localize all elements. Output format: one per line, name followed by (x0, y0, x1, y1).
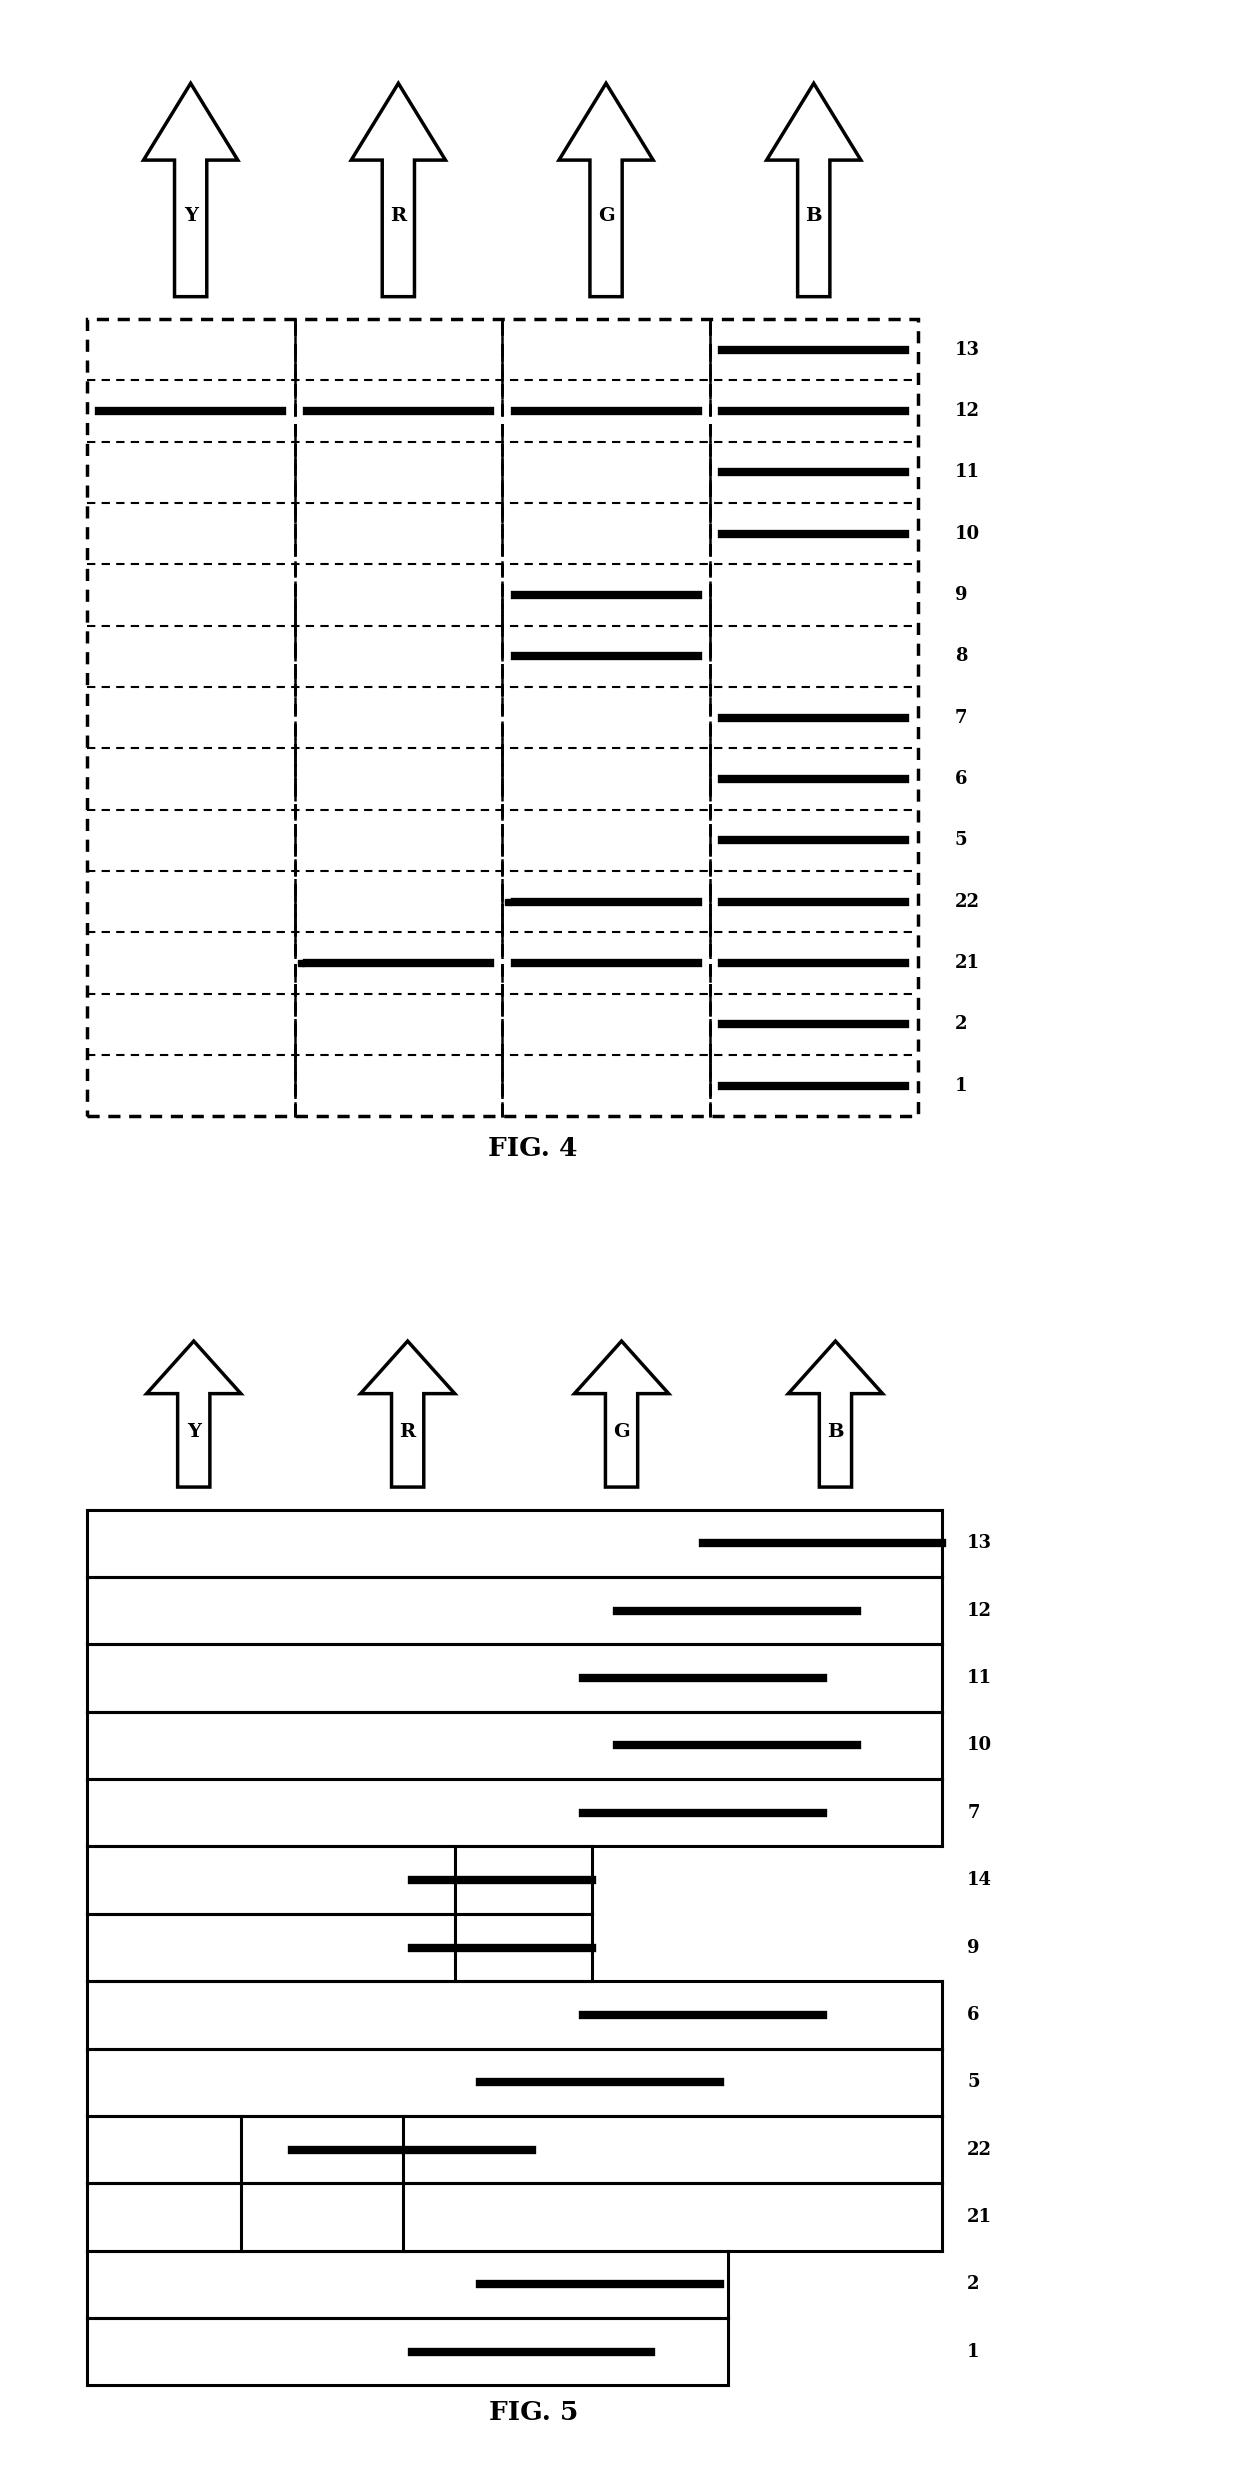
Text: 22: 22 (955, 893, 980, 910)
Polygon shape (146, 1342, 241, 1488)
Text: 2: 2 (967, 2277, 980, 2294)
Text: 11: 11 (967, 1669, 992, 1686)
Text: 10: 10 (967, 1736, 992, 1753)
Polygon shape (351, 84, 445, 298)
Text: 12: 12 (955, 402, 980, 419)
Text: 9: 9 (955, 585, 967, 605)
Text: Y: Y (184, 206, 197, 226)
Text: 1: 1 (967, 2344, 980, 2361)
Text: R: R (399, 1424, 415, 1441)
Polygon shape (574, 1342, 668, 1488)
Text: B: B (827, 1424, 843, 1441)
Text: 10: 10 (955, 526, 980, 543)
Text: 12: 12 (967, 1602, 992, 1619)
Polygon shape (559, 84, 653, 298)
Text: 2: 2 (955, 1014, 967, 1034)
Text: 7: 7 (967, 1803, 980, 1823)
Bar (87, 320, 918, 1116)
Polygon shape (789, 1342, 883, 1488)
Text: R: R (391, 206, 407, 226)
Polygon shape (361, 1342, 455, 1488)
Text: 6: 6 (955, 771, 967, 789)
Text: 22: 22 (967, 2140, 992, 2158)
Text: 21: 21 (967, 2207, 992, 2227)
Text: G: G (598, 206, 614, 226)
Text: 13: 13 (967, 1535, 992, 1552)
Polygon shape (144, 84, 238, 298)
Text: 13: 13 (955, 340, 980, 360)
Text: 11: 11 (955, 464, 980, 481)
Text: 5: 5 (955, 831, 967, 851)
Text: 8: 8 (955, 647, 967, 665)
Text: FIG. 5: FIG. 5 (489, 2401, 578, 2425)
Text: 7: 7 (955, 709, 967, 727)
Text: 21: 21 (955, 955, 980, 972)
Text: G: G (614, 1424, 630, 1441)
Text: 5: 5 (967, 2073, 980, 2091)
Text: 9: 9 (967, 1939, 980, 1957)
Text: B: B (806, 206, 822, 226)
Text: 6: 6 (967, 2006, 980, 2024)
Text: Y: Y (187, 1424, 201, 1441)
Text: 1: 1 (955, 1076, 967, 1094)
Text: 14: 14 (967, 1870, 992, 1890)
Text: FIG. 4: FIG. 4 (489, 1136, 578, 1161)
Polygon shape (766, 84, 861, 298)
